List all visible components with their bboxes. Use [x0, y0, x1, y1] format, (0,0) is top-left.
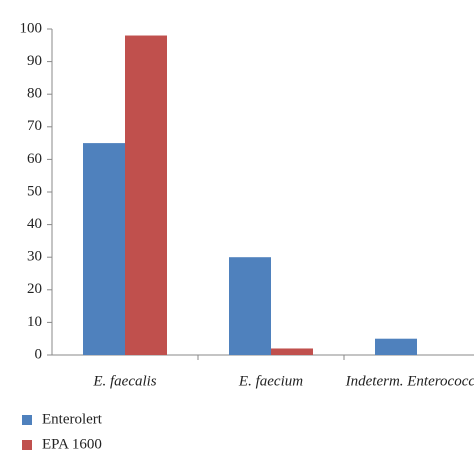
x-tick-label: E. faecalis — [92, 373, 156, 389]
bar — [83, 143, 125, 355]
legend-swatch — [22, 440, 32, 450]
y-tick-label: 10 — [27, 314, 42, 330]
x-tick-label: Indeterm. Enterococcus — [345, 373, 474, 389]
legend-label: EPA 1600 — [42, 436, 102, 452]
y-tick-label: 60 — [27, 151, 42, 167]
x-tick-label: E. faecium — [238, 373, 303, 389]
y-tick-label: 90 — [27, 53, 42, 69]
bar — [375, 338, 417, 355]
y-tick-label: 20 — [27, 281, 42, 297]
y-tick-label: 80 — [27, 86, 42, 102]
y-tick-label: 100 — [20, 20, 43, 36]
legend-swatch — [22, 415, 32, 425]
bar — [271, 348, 313, 355]
y-tick-label: 0 — [35, 346, 43, 362]
legend-label: Enterolert — [42, 411, 103, 427]
y-tick-label: 30 — [27, 249, 42, 265]
bar — [125, 35, 167, 356]
y-tick-label: 40 — [27, 216, 42, 232]
bar — [229, 257, 271, 355]
y-tick-label: 70 — [27, 118, 42, 134]
y-tick-label: 50 — [27, 183, 42, 199]
